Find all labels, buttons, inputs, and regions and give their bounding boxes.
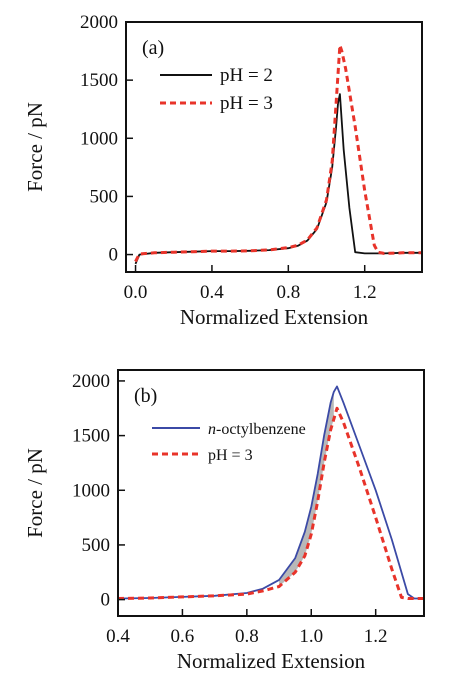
legend-label-1: pH = 3 [220,93,273,114]
y-axis-label: Force / pN [23,102,47,192]
y-tick-label: 1000 [72,480,110,501]
y-tick-label: 500 [90,186,119,207]
y-tick-label: 0 [101,590,111,611]
y-tick-label: 1500 [72,426,110,447]
x-axis-label: Normalized Extension [177,649,366,673]
panel-label: (a) [142,37,164,59]
chart-panel-0: 0.0 0.4 0.8 1.2 0 500 1000 1500 2000 Normalized E… [23,12,423,329]
x-tick-label: 0.8 [276,282,300,303]
plot-frame [117,369,425,617]
legend-label-0: n-octylbenzene [208,421,306,438]
y-tick-label: 2000 [72,371,110,392]
chart-panel-1: 0.4 0.6 0.8 1.0 1.2 0 500 1000 1500 2000 Normalize… [23,369,425,673]
legend-label-0: pH = 2 [220,65,273,86]
x-tick-label: 1.2 [353,282,377,303]
y-tick-label: 500 [82,535,111,556]
x-tick-label: 1.2 [364,626,388,647]
x-tick-label: 1.0 [299,626,323,647]
y-tick-label: 2000 [80,12,118,33]
legend-label-1: pH = 3 [208,447,253,464]
x-tick-label: 0.4 [200,282,224,303]
x-axis-label: Normalized Extension [180,305,369,329]
series-line-1 [118,406,424,600]
x-tick-label: 0.4 [106,626,130,647]
series-line-0 [134,93,422,265]
y-tick-label: 1500 [80,70,118,91]
series-line-0 [118,385,424,600]
plot-frame [125,21,423,273]
series-line-1 [134,43,422,263]
y-tick-label: 0 [109,245,119,266]
panel-label: (b) [134,385,157,407]
x-tick-label: 0.0 [124,282,148,303]
y-tick-label: 1000 [80,128,118,149]
x-tick-label: 0.8 [235,626,259,647]
y-axis-label: Force / pN [23,448,47,538]
x-tick-label: 0.6 [171,626,195,647]
